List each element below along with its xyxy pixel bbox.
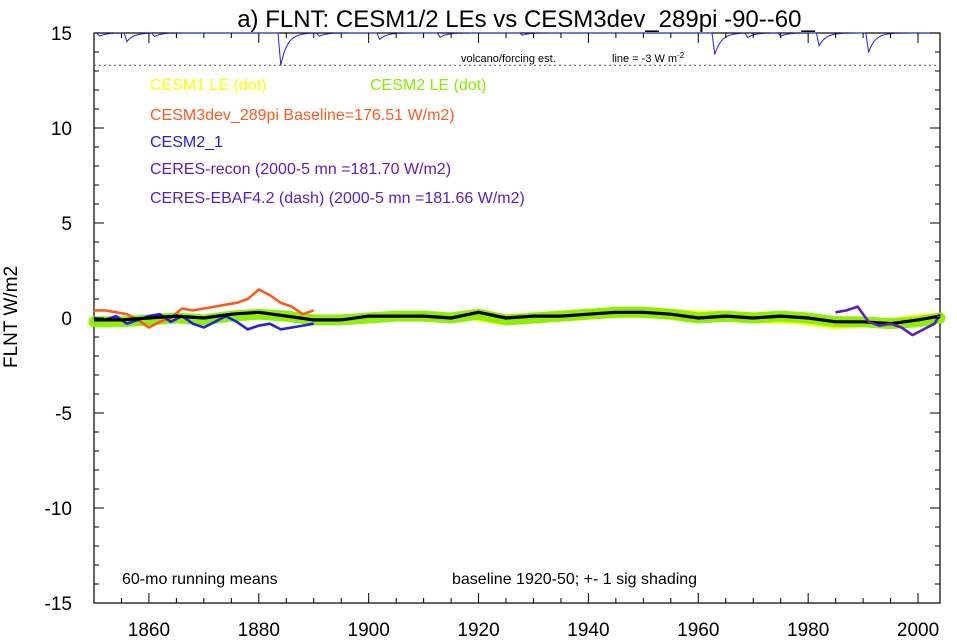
running-mean-note: 60-mo running means: [122, 571, 278, 588]
x-tick-label: 1860: [128, 620, 170, 641]
y-axis-label: FLNT W/m2: [1, 266, 22, 368]
legend-ceres-recon: CERES-recon (2000-5 mn =181.70 W/m2): [150, 161, 451, 178]
x-tick-label: 1920: [457, 620, 499, 641]
volcano-line-label: line = -3 W m-2: [612, 51, 685, 65]
x-tick-label: 1880: [238, 620, 280, 641]
volcano-line-superscript: -2: [677, 51, 685, 60]
x-tick-label: 1980: [787, 620, 829, 641]
chart-title: a) FLNT: CESM1/2 LEs vs CESM3dev_289pi -…: [237, 6, 815, 33]
series-line-4: [94, 310, 941, 326]
x-tick-label: 1960: [677, 620, 719, 641]
y-tick-label: 5: [61, 214, 72, 235]
series-line-2: [94, 288, 315, 329]
series-lines: [93, 288, 942, 337]
volcano-forcing-trace: [94, 32, 940, 66]
x-tick-label: 1940: [567, 620, 609, 641]
legend: CESM1 LE (dot) CESM2 LE (dot) CESM3dev_2…: [150, 77, 525, 207]
y-tick-label: -15: [45, 594, 72, 615]
legend-cesm2-le: CESM2 LE (dot): [370, 77, 486, 94]
legend-cesm3dev: CESM3dev_289pi Baseline=176.51 W/m2): [150, 107, 455, 124]
y-tick-label: 15: [51, 24, 72, 45]
y-tick-label: -10: [45, 499, 72, 520]
plot-area: [88, 32, 946, 337]
volcano-line-text: line = -3 W m: [612, 53, 677, 65]
y-tick-label: 0: [61, 309, 72, 330]
volcano-forcing-line: [94, 32, 940, 66]
x-tick-label: 2000: [897, 620, 939, 641]
series-line-5: [835, 305, 942, 337]
y-tick-label: 10: [51, 119, 72, 140]
legend-cesm1-le: CESM1 LE (dot): [150, 77, 266, 94]
volcano-label: volcano/forcing est.: [461, 53, 556, 65]
legend-cesm2-1: CESM2_1: [150, 134, 223, 151]
series-line-3: [93, 312, 314, 331]
legend-ceres-ebaf: CERES-EBAF4.2 (dash) (2000-5 mn =181.66 …: [150, 190, 525, 207]
y-tick-label: -5: [55, 404, 72, 425]
x-tick-label: 1900: [348, 620, 390, 641]
baseline-note: baseline 1920-50; +- 1 sig shading: [452, 571, 697, 588]
axes: 1860 1880 1900 1920 1940 1960 1980 2000 -15 -10 -5…: [45, 24, 940, 641]
